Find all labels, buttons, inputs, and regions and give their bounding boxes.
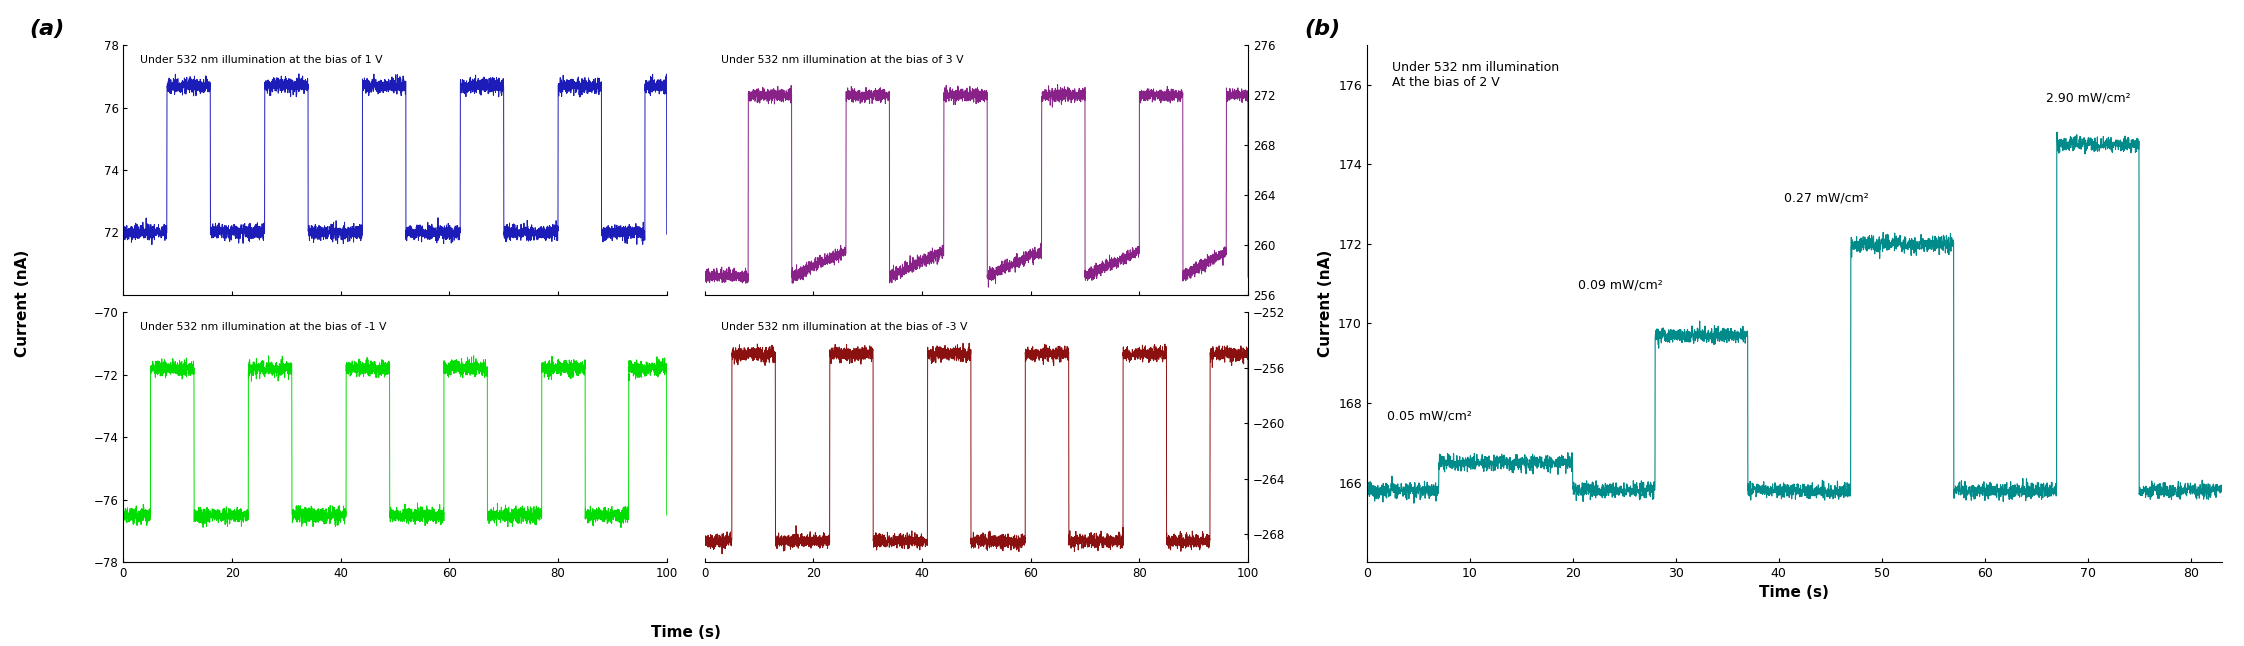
Text: (a): (a)	[29, 19, 65, 39]
Text: 0.09 mW/cm²: 0.09 mW/cm²	[1578, 278, 1663, 292]
Text: Time (s): Time (s)	[651, 625, 720, 640]
Text: (b): (b)	[1304, 19, 1340, 39]
Text: Under 532 nm illumination
At the bias of 2 V: Under 532 nm illumination At the bias of…	[1394, 61, 1560, 89]
Text: Under 532 nm illumination at the bias of -1 V: Under 532 nm illumination at the bias of…	[139, 322, 386, 332]
X-axis label: Time (s): Time (s)	[1759, 585, 1829, 600]
Text: Current (nA): Current (nA)	[16, 250, 29, 357]
Text: 2.90 mW/cm²: 2.90 mW/cm²	[2047, 92, 2132, 105]
Text: 0.05 mW/cm²: 0.05 mW/cm²	[1387, 410, 1472, 423]
Y-axis label: Current (nA): Current (nA)	[1317, 250, 1333, 357]
Text: Under 532 nm illumination at the bias of 3 V: Under 532 nm illumination at the bias of…	[720, 55, 963, 65]
Text: Under 532 nm illumination at the bias of 1 V: Under 532 nm illumination at the bias of…	[139, 55, 381, 65]
Text: 0.27 mW/cm²: 0.27 mW/cm²	[1784, 191, 1869, 204]
Text: Under 532 nm illumination at the bias of -3 V: Under 532 nm illumination at the bias of…	[720, 322, 967, 332]
